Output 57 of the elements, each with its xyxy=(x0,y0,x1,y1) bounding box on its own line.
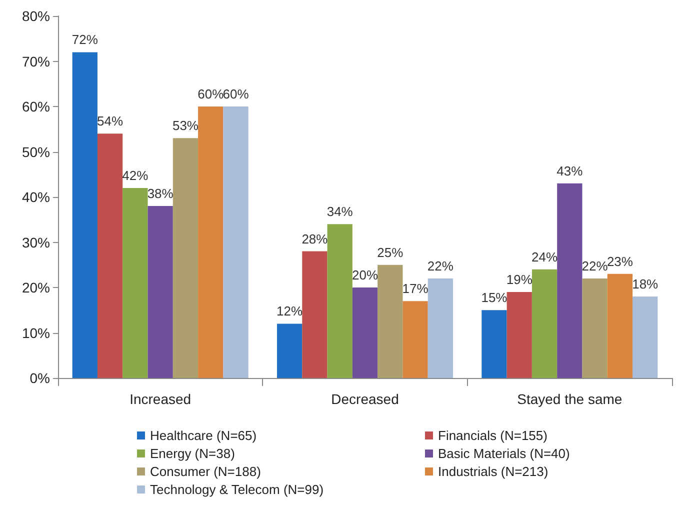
bar xyxy=(302,251,328,378)
x-tick-label: Decreased xyxy=(331,391,399,407)
bar xyxy=(148,206,173,378)
bar xyxy=(632,296,658,378)
data-label: 15% xyxy=(481,290,508,306)
data-label: 22% xyxy=(582,258,608,274)
data-label: 28% xyxy=(302,231,328,246)
data-label: 38% xyxy=(147,186,174,202)
bar xyxy=(276,324,302,378)
data-label: 18% xyxy=(632,276,659,292)
data-label: 17% xyxy=(402,281,429,296)
bar xyxy=(482,310,507,378)
legend-label: Energy (N=38) xyxy=(150,446,235,461)
bar xyxy=(352,288,378,378)
data-label: 53% xyxy=(172,118,199,134)
data-label: 54% xyxy=(97,114,124,129)
legend-label: Financials (N=155) xyxy=(438,428,548,443)
bar xyxy=(378,264,403,378)
bar xyxy=(428,278,454,378)
data-label: 22% xyxy=(427,258,454,274)
legend-label: Industrials (N=213) xyxy=(438,464,548,479)
legend-label: Consumer (N=188) xyxy=(150,464,261,479)
data-label: 43% xyxy=(556,163,584,178)
x-tick-label: Increased xyxy=(130,391,192,407)
y-tick-label: 30% xyxy=(22,234,50,250)
y-tick-label: 40% xyxy=(22,189,50,205)
x-tick-label: Stayed the same xyxy=(517,391,622,407)
data-label: 23% xyxy=(606,254,634,269)
y-tick-label: 20% xyxy=(22,280,50,296)
data-label: 72% xyxy=(72,32,98,48)
bar xyxy=(557,183,582,378)
bar xyxy=(172,138,198,378)
bar xyxy=(532,269,558,378)
y-tick-label: 80% xyxy=(22,8,50,24)
legend-label: Healthcare (N=65) xyxy=(150,428,257,443)
data-label: 19% xyxy=(506,272,533,288)
data-label: 60% xyxy=(222,86,250,102)
bar xyxy=(607,274,633,378)
bar xyxy=(582,278,608,378)
data-label: 25% xyxy=(377,244,404,260)
bar xyxy=(97,134,123,378)
data-label: 34% xyxy=(326,204,354,220)
bar xyxy=(402,301,428,378)
y-tick-label: 0% xyxy=(30,370,50,386)
bar xyxy=(122,188,148,378)
bar xyxy=(327,224,352,378)
bar xyxy=(72,52,98,378)
y-tick-label: 10% xyxy=(22,324,50,341)
legend-label: Basic Materials (N=40) xyxy=(438,446,570,461)
bar xyxy=(223,106,248,378)
data-label: 60% xyxy=(198,86,224,102)
legend-label: Technology & Telecom (N=99) xyxy=(150,482,324,497)
y-tick-label: 50% xyxy=(22,144,50,160)
y-tick-label: 70% xyxy=(22,53,50,70)
bar xyxy=(198,106,224,378)
bar xyxy=(506,292,532,378)
y-tick-label: 60% xyxy=(22,98,50,114)
